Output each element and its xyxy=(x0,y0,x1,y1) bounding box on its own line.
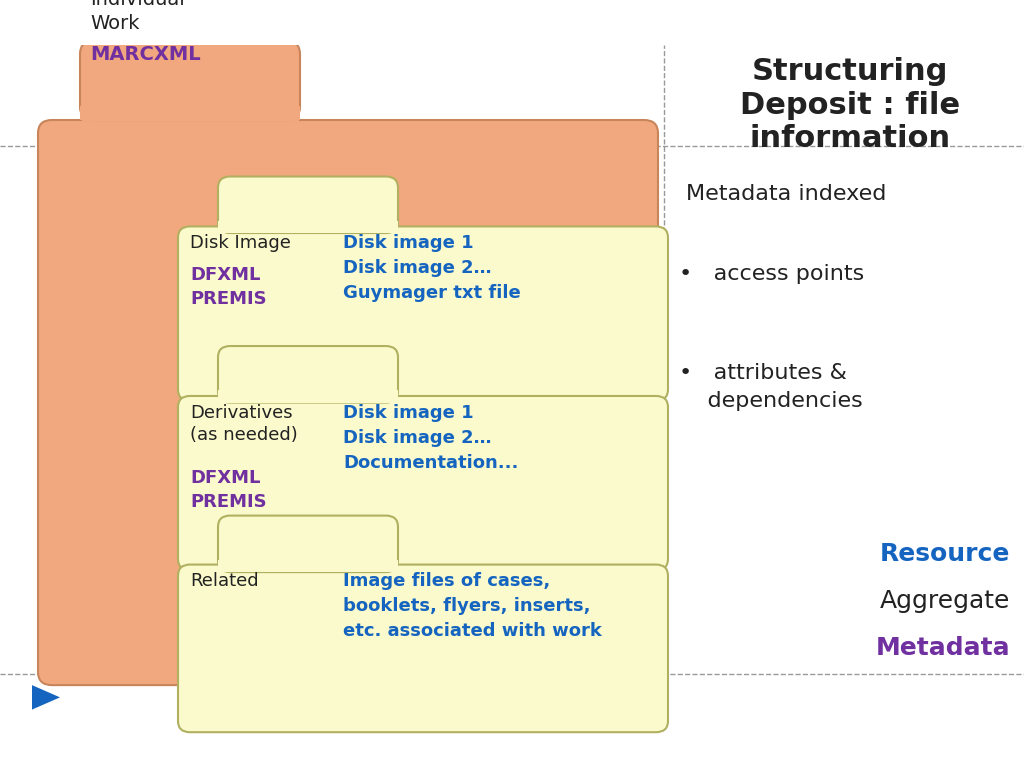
Text: Aggregate: Aggregate xyxy=(880,589,1010,613)
Polygon shape xyxy=(219,566,396,571)
Text: •   access points: • access points xyxy=(679,264,864,284)
Polygon shape xyxy=(218,390,398,402)
Text: MARCXML: MARCXML xyxy=(90,45,201,64)
Text: Structuring
Deposit : file
information: Structuring Deposit : file information xyxy=(740,57,961,153)
FancyBboxPatch shape xyxy=(218,515,398,572)
Text: Individual
Work: Individual Work xyxy=(90,0,184,32)
Text: Disk image 1
Disk image 2…
Documentation...: Disk image 1 Disk image 2… Documentation… xyxy=(343,403,518,472)
FancyBboxPatch shape xyxy=(178,564,668,732)
Text: Disk image 1
Disk image 2…
Guymager txt file: Disk image 1 Disk image 2… Guymager txt … xyxy=(343,234,521,302)
Text: Metadata indexed: Metadata indexed xyxy=(685,184,886,204)
Polygon shape xyxy=(218,560,398,572)
FancyBboxPatch shape xyxy=(218,177,398,233)
Text: Related: Related xyxy=(190,572,259,590)
FancyBboxPatch shape xyxy=(218,346,398,402)
Polygon shape xyxy=(82,119,299,121)
Polygon shape xyxy=(218,220,398,233)
FancyBboxPatch shape xyxy=(178,396,668,570)
FancyBboxPatch shape xyxy=(178,227,668,401)
Text: DFXML
PREMIS: DFXML PREMIS xyxy=(190,469,266,511)
FancyBboxPatch shape xyxy=(38,120,658,685)
Text: •   attributes &
    dependencies: • attributes & dependencies xyxy=(679,363,862,411)
Text: Resource: Resource xyxy=(880,542,1010,566)
Polygon shape xyxy=(32,685,60,710)
Text: Metadata: Metadata xyxy=(876,636,1010,660)
Polygon shape xyxy=(219,397,396,402)
Text: Disk Image: Disk Image xyxy=(190,234,291,252)
Text: Derivatives
(as needed): Derivatives (as needed) xyxy=(190,403,298,444)
Polygon shape xyxy=(80,106,300,120)
Text: Image files of cases,
booklets, flyers, inserts,
etc. associated with work: Image files of cases, booklets, flyers, … xyxy=(343,572,602,640)
Polygon shape xyxy=(219,228,396,232)
Text: DFXML
PREMIS: DFXML PREMIS xyxy=(190,266,266,308)
FancyBboxPatch shape xyxy=(80,41,300,120)
